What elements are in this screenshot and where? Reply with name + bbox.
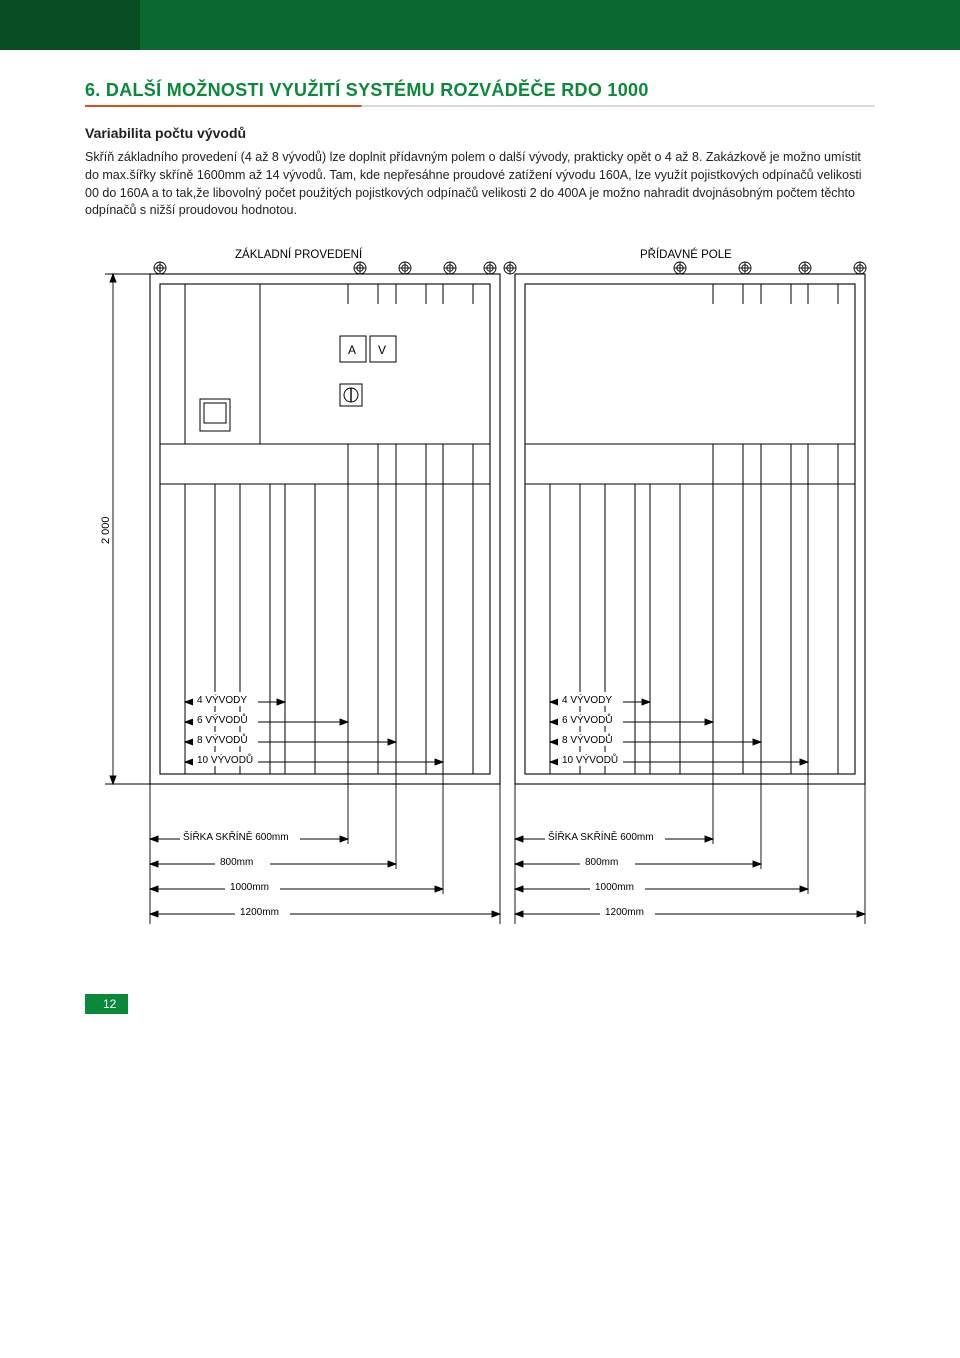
width-label: 800mm — [585, 857, 618, 868]
outlet-label: 4 VÝVODY — [197, 693, 247, 706]
meter-v: V — [378, 343, 386, 357]
width-label: 800mm — [220, 857, 253, 868]
outlet-label: 6 VÝVODŮ — [562, 713, 613, 726]
page-number: 12 — [85, 994, 128, 1014]
cabinet-right: 4 VÝVODY 6 VÝVODŮ 8 VÝVODŮ 10 VÝVODŮ — [504, 262, 866, 924]
width-label: 1000mm — [230, 882, 269, 893]
meter-a: A — [348, 343, 356, 357]
outlet-label: 10 VÝVODŮ — [562, 753, 618, 766]
width-label: 1200mm — [605, 907, 644, 918]
outlet-label: 8 VÝVODŮ — [197, 733, 248, 746]
width-label: 1200mm — [240, 907, 279, 918]
page-content: 6. DALŠÍ MOŽNOSTI VYUŽITÍ SYSTÉMU ROZVÁD… — [0, 50, 960, 1044]
width-label: 1000mm — [595, 882, 634, 893]
cabinet-diagram: ZÁKLADNÍ PROVEDENÍ PŘÍDAVNÉ POLE — [85, 244, 875, 934]
width-label: ŠÍŘKA SKŘÍNĚ 600mm — [183, 830, 289, 843]
outlet-label: 6 VÝVODŮ — [197, 713, 248, 726]
outlet-label: 4 VÝVODY — [562, 693, 612, 706]
diagram-title-left: ZÁKLADNÍ PROVEDENÍ — [235, 248, 363, 261]
heading-rule — [85, 105, 875, 107]
body-paragraph: Skříň základního provedení (4 až 8 vývod… — [85, 149, 875, 220]
outlet-label: 8 VÝVODŮ — [562, 733, 613, 746]
cabinet-left: A V — [150, 262, 500, 924]
outlet-label: 10 VÝVODŮ — [197, 753, 253, 766]
subheading: Variabilita počtu vývodů — [85, 125, 875, 141]
top-banner — [0, 0, 960, 50]
section-heading: 6. DALŠÍ MOŽNOSTI VYUŽITÍ SYSTÉMU ROZVÁD… — [85, 80, 875, 101]
width-label: ŠÍŘKA SKŘÍNĚ 600mm — [548, 830, 654, 843]
diagram-title-right: PŘÍDAVNÉ POLE — [640, 248, 732, 261]
height-label: 2 000 — [100, 516, 112, 544]
